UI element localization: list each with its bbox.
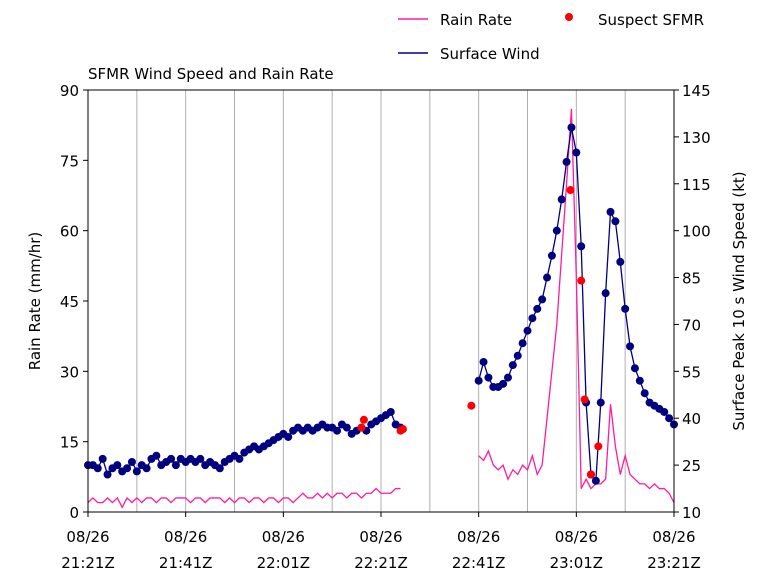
- wind-dot: [132, 467, 141, 476]
- suspect-dot: [398, 425, 407, 434]
- wind-dot: [123, 464, 132, 473]
- y2-tick-label: 130: [682, 129, 711, 147]
- wind-dot: [113, 461, 122, 470]
- wind-dot: [103, 470, 112, 479]
- wind-dot: [562, 157, 571, 166]
- wind-dot: [596, 398, 605, 407]
- wind-dot: [171, 461, 180, 470]
- suspect-dot: [359, 415, 368, 424]
- legend-swatch: [565, 13, 573, 21]
- wind-dot: [93, 464, 102, 473]
- wind-dot: [484, 373, 493, 382]
- suspect-dot: [577, 276, 586, 285]
- suspect-dot: [566, 186, 575, 195]
- y2-tick-label: 55: [682, 363, 701, 381]
- wind-dot: [518, 339, 527, 348]
- y-tick-label: 30: [60, 363, 79, 381]
- wind-dot: [606, 207, 615, 216]
- wind-dot: [577, 242, 586, 251]
- wind-dot: [98, 454, 107, 463]
- wind-dot: [127, 457, 136, 466]
- wind-dot: [621, 304, 630, 313]
- wind-dot: [284, 432, 293, 441]
- suspect-dot: [467, 401, 476, 410]
- wind-dot: [543, 273, 552, 282]
- wind-dot: [528, 314, 537, 323]
- wind-dot: [508, 361, 517, 370]
- y-tick-label: 45: [60, 293, 79, 311]
- wind-dot: [665, 414, 674, 423]
- y2-tick-label: 100: [682, 223, 711, 241]
- wind-dot: [660, 407, 669, 416]
- y2-axis-label: Surface Peak 10 s Wind Speed (kt): [730, 171, 748, 430]
- wind-dot: [538, 295, 547, 304]
- legend-label: Rain Rate: [440, 11, 512, 29]
- line-rain-rate: [87, 108, 675, 509]
- wind-dot: [215, 464, 224, 473]
- y-axis-label: Rain Rate (mm/hr): [26, 232, 44, 371]
- wind-dot: [342, 423, 351, 432]
- x-tick-label: 08/26 22:01Z: [257, 528, 311, 572]
- legend-label: Suspect SFMR: [598, 11, 704, 29]
- wind-dot: [167, 454, 176, 463]
- y-tick-label: 60: [60, 223, 79, 241]
- wind-dot: [474, 376, 483, 385]
- y-tick-label: 75: [60, 152, 79, 170]
- wind-dot: [611, 217, 620, 226]
- wind-dot: [547, 251, 556, 260]
- y-tick-label: 15: [60, 434, 79, 452]
- wind-dot: [601, 289, 610, 298]
- x-tick-label: 08/26 21:21Z: [61, 528, 115, 572]
- legend: Rain Rate Surface Wind Suspect SFMR: [398, 11, 704, 63]
- wind-dot: [630, 364, 639, 373]
- wind-dot: [557, 195, 566, 204]
- suspect-dot: [586, 470, 595, 479]
- y2-tick-label: 85: [682, 270, 701, 288]
- wind-dot: [523, 326, 532, 335]
- suspect-dot: [594, 442, 603, 451]
- x-tick-label: 08/26 23:01Z: [550, 528, 604, 572]
- y2-tick-label: 10: [682, 504, 701, 522]
- wind-dot: [640, 389, 649, 398]
- wind-dot: [235, 454, 244, 463]
- chart-title: SFMR Wind Speed and Rain Rate: [88, 65, 334, 83]
- wind-dot: [626, 342, 635, 351]
- wind-dot: [513, 351, 522, 360]
- suspect-dot: [357, 423, 366, 432]
- wind-dot: [572, 148, 581, 157]
- x-tick-label: 08/26 21:41Z: [159, 528, 213, 572]
- x-tick-label: 08/26 23:21Z: [647, 528, 701, 572]
- wind-dot: [591, 476, 600, 485]
- wind-dot: [503, 373, 512, 382]
- wind-dot: [479, 357, 488, 366]
- wind-dot: [635, 376, 644, 385]
- plot-frame: [87, 89, 675, 513]
- wind-dot: [142, 464, 151, 473]
- y2-tick-label: 40: [682, 410, 701, 428]
- legend-label: Surface Wind: [440, 45, 540, 63]
- y-tick-label: 90: [60, 82, 79, 100]
- x-tick-label: 08/26 22:21Z: [354, 528, 408, 572]
- wind-dot: [552, 226, 561, 235]
- y2-tick-label: 70: [682, 316, 701, 334]
- wind-dot: [533, 304, 542, 313]
- wind-dot: [152, 451, 161, 460]
- wind-dot: [616, 257, 625, 266]
- wind-dot: [567, 123, 576, 132]
- wind-dot: [333, 426, 342, 435]
- y2-tick-label: 115: [682, 176, 711, 194]
- wind-dot: [196, 454, 205, 463]
- wind-dot: [499, 379, 508, 388]
- y2-tick-label: 145: [682, 82, 711, 100]
- x-tick-label: 08/26 22:41Z: [452, 528, 506, 572]
- y-tick-label: 0: [69, 504, 79, 522]
- y2-tick-label: 25: [682, 457, 701, 475]
- suspect-dot: [580, 395, 589, 404]
- wind-dot: [386, 407, 395, 416]
